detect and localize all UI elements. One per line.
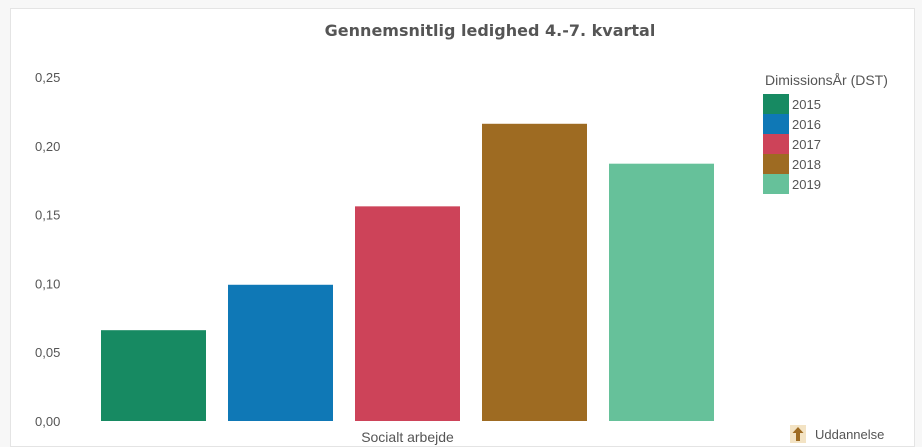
y-tick-label: 0,20 — [35, 139, 60, 154]
legend-swatch — [763, 174, 789, 194]
legend-item-2019[interactable]: 2019 — [763, 174, 821, 194]
y-tick-label: 0,00 — [35, 414, 60, 429]
legend-label: 2015 — [792, 96, 821, 112]
legend-item-2017[interactable]: 2017 — [763, 134, 821, 154]
y-tick-label: 0,15 — [35, 208, 60, 223]
legend-label: 2019 — [792, 176, 821, 192]
bar-2015[interactable] — [101, 330, 206, 421]
bar-2016[interactable] — [228, 284, 333, 421]
legend: 2015 2016 2017 2018 2019 — [763, 94, 821, 194]
legend-swatch — [763, 154, 789, 174]
legend-item-2015[interactable]: 2015 — [763, 94, 821, 114]
legend-swatch — [763, 114, 789, 134]
legend-label: 2018 — [792, 156, 821, 172]
chart-title: Gennemsnitlig ledighed 4.-7. kvartal — [324, 21, 656, 40]
drill-up-label: Uddannelse — [815, 426, 885, 442]
x-category-label: Socialt arbejde — [361, 429, 454, 445]
y-tick-label: 0,05 — [35, 345, 60, 360]
up-arrow-icon — [790, 425, 806, 443]
legend-label: 2016 — [792, 116, 821, 132]
legend-swatch — [763, 94, 789, 114]
bar-2018[interactable] — [482, 123, 587, 421]
legend-item-2018[interactable]: 2018 — [763, 154, 821, 174]
legend-item-2016[interactable]: 2016 — [763, 114, 821, 134]
bar-2017[interactable] — [355, 206, 460, 421]
y-tick-label: 0,10 — [35, 276, 60, 291]
legend-swatch — [763, 134, 789, 154]
y-tick-label: 0,25 — [35, 70, 60, 85]
bar-2019[interactable] — [609, 163, 714, 422]
legend-title: DimissionsÅr (DST) — [765, 72, 888, 88]
legend-label: 2017 — [792, 136, 821, 152]
drill-up-button[interactable]: Uddannelse — [790, 425, 884, 443]
